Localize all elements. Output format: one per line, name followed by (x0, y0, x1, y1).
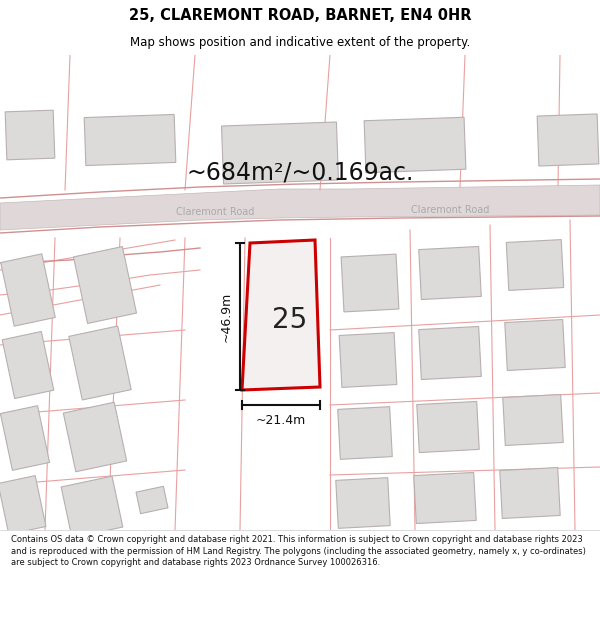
Text: Claremont Road: Claremont Road (176, 207, 254, 217)
Polygon shape (419, 246, 481, 299)
Text: Contains OS data © Crown copyright and database right 2021. This information is : Contains OS data © Crown copyright and d… (11, 535, 586, 568)
Polygon shape (136, 486, 168, 514)
Polygon shape (341, 254, 399, 312)
Polygon shape (417, 401, 479, 452)
Text: ~46.9m: ~46.9m (220, 291, 233, 342)
Polygon shape (69, 326, 131, 400)
Polygon shape (0, 476, 46, 534)
Text: Claremont Road: Claremont Road (411, 205, 489, 215)
Text: ~21.4m: ~21.4m (256, 414, 306, 428)
Polygon shape (61, 476, 123, 538)
Polygon shape (5, 110, 55, 160)
Polygon shape (364, 118, 466, 172)
Polygon shape (537, 114, 599, 166)
Text: 25, CLAREMONT ROAD, BARNET, EN4 0HR: 25, CLAREMONT ROAD, BARNET, EN4 0HR (129, 8, 471, 23)
Polygon shape (242, 240, 320, 390)
Polygon shape (73, 246, 137, 324)
Polygon shape (0, 185, 600, 230)
Polygon shape (339, 332, 397, 388)
Polygon shape (1, 254, 55, 326)
Polygon shape (336, 478, 390, 528)
Text: ~684m²/~0.169ac.: ~684m²/~0.169ac. (187, 161, 413, 185)
Polygon shape (1, 406, 50, 471)
Text: Map shows position and indicative extent of the property.: Map shows position and indicative extent… (130, 36, 470, 49)
Polygon shape (505, 319, 565, 371)
Polygon shape (419, 326, 481, 379)
Polygon shape (503, 394, 563, 446)
Polygon shape (414, 472, 476, 524)
Polygon shape (84, 114, 176, 166)
Text: 25: 25 (272, 306, 308, 334)
Polygon shape (506, 239, 564, 291)
Polygon shape (221, 122, 338, 184)
Polygon shape (2, 331, 54, 399)
Polygon shape (64, 402, 127, 472)
Polygon shape (500, 468, 560, 519)
Polygon shape (338, 407, 392, 459)
